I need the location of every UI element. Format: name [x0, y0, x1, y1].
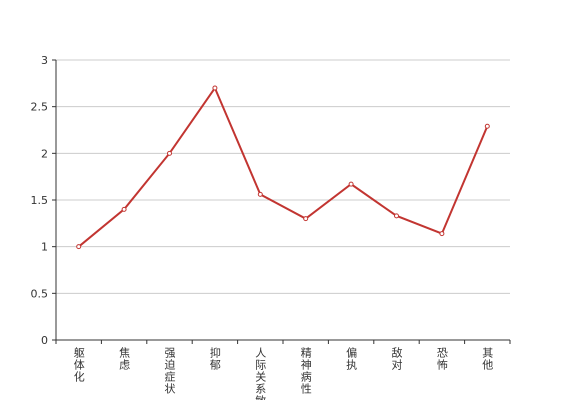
- x-tick-label: 精神病性: [299, 347, 312, 395]
- point: [303, 216, 309, 222]
- y-tick-label: 1: [41, 241, 48, 254]
- point: [348, 181, 354, 187]
- x-tick-label: 人际关系敏感: [254, 347, 267, 400]
- point: [121, 206, 127, 212]
- x-tick-label: 恐怖: [435, 347, 448, 371]
- point: [167, 150, 172, 156]
- y-tick-label: 2: [41, 147, 48, 160]
- y-tick-label: 0: [41, 334, 48, 347]
- y-tick-label: 1.5: [31, 194, 49, 207]
- x-tick-label: 敌对: [390, 346, 403, 371]
- point: [439, 231, 445, 237]
- y-tick-label: 0.5: [31, 287, 49, 300]
- point: [484, 123, 490, 129]
- x-tick-label: 抑郁: [208, 346, 221, 371]
- point: [76, 244, 82, 250]
- x-tick-label: 焦虑: [118, 347, 131, 371]
- x-tick-label: 强迫症状: [163, 347, 176, 395]
- x-tick-label: 其他: [481, 347, 494, 371]
- x-tick-label: 躯体化: [72, 347, 85, 383]
- y-tick-label: 2.5: [31, 101, 49, 114]
- x-tick-label: 偏执: [345, 346, 358, 371]
- point: [212, 85, 218, 91]
- line: [78, 85, 489, 248]
- y-tick-label: 3: [41, 54, 48, 67]
- point: [257, 191, 263, 197]
- point: [394, 213, 399, 219]
